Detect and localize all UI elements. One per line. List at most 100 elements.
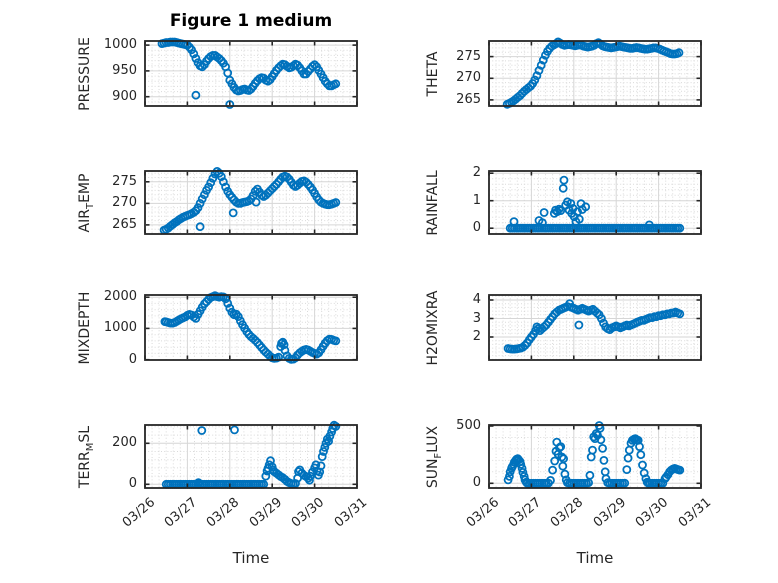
data-point (581, 202, 591, 212)
data-point (635, 442, 644, 452)
data-point (592, 308, 602, 318)
data-point (305, 475, 314, 485)
axis-ticks (144, 42, 358, 105)
data-point (556, 442, 566, 452)
y-axis-label-text: SL (77, 425, 93, 443)
y-axis-label-text: MIXDEPTH (77, 291, 93, 364)
data-point (317, 452, 327, 462)
x-tick-label: 03/30 (288, 495, 328, 531)
y-tick-label: 2000 (103, 289, 137, 305)
data-point (548, 465, 557, 475)
y-tick-label: 0 (472, 475, 481, 491)
x-tick-label: 03/30 (632, 495, 672, 531)
y-tick-label: 0 (128, 476, 137, 492)
y-axis-label: TERRMSL (74, 357, 96, 557)
axis-box (488, 294, 702, 361)
data-point (250, 335, 260, 345)
y-tick-label: 950 (112, 62, 137, 78)
y-axis-label-subscript: F (433, 452, 444, 459)
data-point (279, 340, 289, 350)
data-point (597, 314, 606, 323)
data-point (197, 194, 207, 204)
y-axis-label-text: TERR (77, 450, 93, 488)
axis-box (488, 424, 702, 489)
y-tick-label: 900 (112, 88, 137, 104)
data-point (599, 456, 609, 465)
x-axis-label: Time (232, 549, 270, 567)
data-point (509, 217, 519, 226)
x-tick-label: 03/28 (204, 495, 243, 531)
data-point (195, 199, 205, 208)
y-axis-label-text: EMP (77, 173, 93, 203)
figure-title: Figure 1 medium (169, 11, 333, 31)
y-tick-label: 275 (112, 173, 137, 189)
data-point (251, 197, 261, 207)
axis-box (488, 170, 702, 235)
data-point (269, 182, 279, 191)
data-point (310, 60, 320, 70)
x-tick-label: 03/28 (548, 495, 587, 531)
y-tick-label: 1000 (103, 320, 137, 336)
data-point (536, 60, 546, 70)
data-point (539, 208, 549, 217)
data-point (221, 182, 230, 192)
data-point (675, 309, 685, 319)
y-tick-label: 0 (128, 351, 137, 367)
y-axis-label: SUNFLUX (422, 357, 444, 557)
axis-ticks (488, 172, 702, 233)
scatter-markers (159, 167, 341, 235)
subplot-air_temp (144, 167, 358, 235)
data-point (539, 322, 549, 332)
data-point (559, 175, 569, 185)
data-point (204, 182, 213, 192)
data-point (206, 178, 216, 188)
axis-ticks (488, 425, 702, 487)
y-tick-label: 270 (456, 70, 481, 86)
data-point (517, 464, 527, 473)
data-point (197, 62, 207, 72)
data-point (530, 75, 540, 85)
data-point (644, 220, 654, 230)
data-point (556, 206, 566, 215)
data-point (228, 208, 238, 218)
y-axis-label-text: RAINFALL (425, 169, 441, 236)
data-point (233, 312, 243, 322)
grid-major (145, 171, 357, 234)
data-point (191, 90, 201, 100)
data-point (555, 443, 564, 453)
subplot-h2omixra (488, 294, 702, 361)
data-point (331, 336, 341, 346)
data-point (193, 203, 203, 213)
subplot-theta (488, 37, 702, 109)
x-tick-label: 03/26 (119, 495, 158, 531)
data-point (636, 450, 646, 460)
y-axis-label-subscript: M (85, 442, 96, 451)
axis-ticks (488, 296, 702, 359)
data-point (574, 214, 584, 224)
y-axis-label-text: PRESSURE (77, 36, 93, 111)
grid-minor (145, 425, 357, 488)
y-axis-label-text: H2OMIXRA (425, 290, 441, 365)
data-point (596, 435, 606, 445)
axis-ticks (144, 172, 358, 233)
data-point (331, 198, 341, 207)
data-point (546, 476, 555, 485)
data-point (620, 478, 630, 488)
subplot-rainfall (488, 170, 702, 235)
data-point (658, 478, 668, 488)
data-point (532, 71, 542, 81)
data-point (331, 79, 341, 89)
subplot-sun_flux (488, 421, 702, 489)
data-point (675, 465, 685, 475)
data-point (550, 456, 560, 466)
data-point (588, 445, 597, 455)
y-axis-label-subscript: T (85, 202, 96, 209)
data-point (194, 478, 203, 488)
y-tick-label: 500 (456, 418, 481, 434)
axis-box (144, 170, 358, 235)
data-point (261, 471, 271, 481)
subplot-terr_msl (144, 420, 358, 489)
data-point (622, 465, 632, 474)
y-tick-label: 265 (456, 91, 481, 107)
axis-box (144, 294, 358, 361)
